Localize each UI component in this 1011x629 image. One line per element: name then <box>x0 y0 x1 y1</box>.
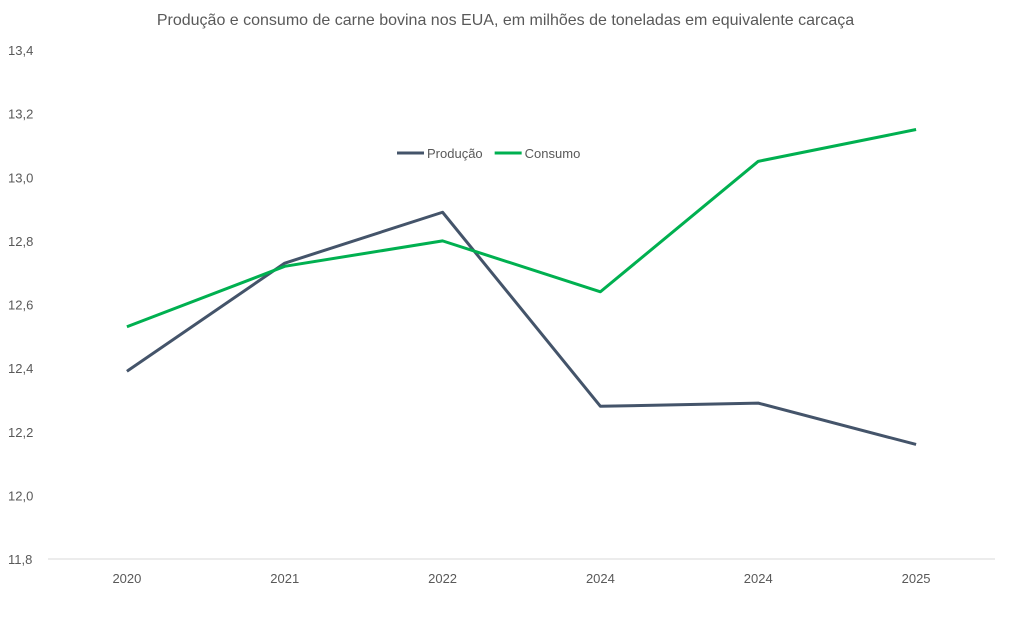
x-tick-label: 2020 <box>112 571 141 586</box>
y-tick-label: 12,8 <box>8 234 33 249</box>
x-tick-label: 2024 <box>744 571 773 586</box>
series-line-consumo <box>126 128 917 329</box>
x-tick-label: 2025 <box>902 571 931 586</box>
legend-label: Produção <box>427 146 483 161</box>
y-tick-label: 13,4 <box>8 43 33 58</box>
legend-label: Consumo <box>525 146 581 161</box>
x-tick-label: 2021 <box>270 571 299 586</box>
y-tick-label: 12,0 <box>8 488 33 503</box>
y-tick-label: 12,6 <box>8 298 33 313</box>
y-tick-label: 12,2 <box>8 425 33 440</box>
y-tick-label: 13,0 <box>8 170 33 185</box>
series-line-produção <box>126 210 917 446</box>
y-tick-label: 12,4 <box>8 361 33 376</box>
y-tick-label: 13,2 <box>8 107 33 122</box>
x-tick-label: 2024 <box>586 571 615 586</box>
chart-title: Produção e consumo de carne bovina nos E… <box>156 12 855 29</box>
y-tick-label: 11,8 <box>8 552 32 567</box>
x-tick-label: 2022 <box>428 571 457 586</box>
